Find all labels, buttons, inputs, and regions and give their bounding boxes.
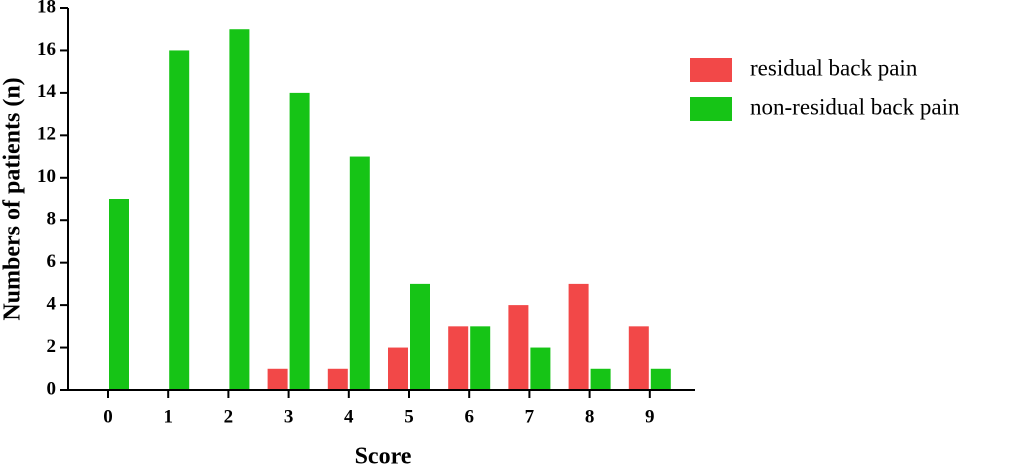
x-tick-label: 0 [103,406,113,427]
bar [327,368,348,390]
y-tick-label: 0 [47,378,57,399]
bar [349,156,370,390]
y-tick-label: 2 [47,336,57,357]
bar [109,199,129,390]
x-tick-label: 5 [404,406,414,427]
x-tick-label: 1 [163,406,173,427]
y-tick-label: 8 [47,209,57,230]
y-tick-label: 16 [37,39,56,60]
x-tick-label: 4 [344,406,354,427]
y-axis-title: Numbers of patients (n) [0,77,26,320]
bar [650,368,671,390]
x-tick-label: 7 [525,406,535,427]
legend-label: residual back pain [750,55,918,80]
legend-swatch [690,97,732,121]
legend-label: non-residual back pain [750,94,960,119]
y-tick-label: 4 [47,293,57,314]
bar [388,347,408,390]
x-tick-label: 6 [464,406,474,427]
bar [508,305,529,390]
y-tick-label: 14 [37,81,57,102]
y-tick-label: 10 [37,166,56,187]
bar [410,283,430,390]
bar [169,50,190,390]
legend-swatch [690,58,732,82]
y-tick-label: 6 [47,251,57,272]
x-tick-label: 8 [585,406,595,427]
bar [470,326,491,390]
x-tick-label: 3 [284,406,294,427]
x-tick-label: 9 [645,406,655,427]
y-tick-label: 18 [37,0,56,17]
bar [229,29,250,390]
bar [628,326,649,390]
bar [448,326,469,390]
bar [530,347,551,390]
x-axis-title: Score [355,444,412,470]
bar [289,92,310,390]
x-tick-label: 2 [224,406,234,427]
bar [267,368,288,390]
bar [568,283,589,390]
bar [590,368,611,390]
y-tick-label: 12 [37,124,56,145]
